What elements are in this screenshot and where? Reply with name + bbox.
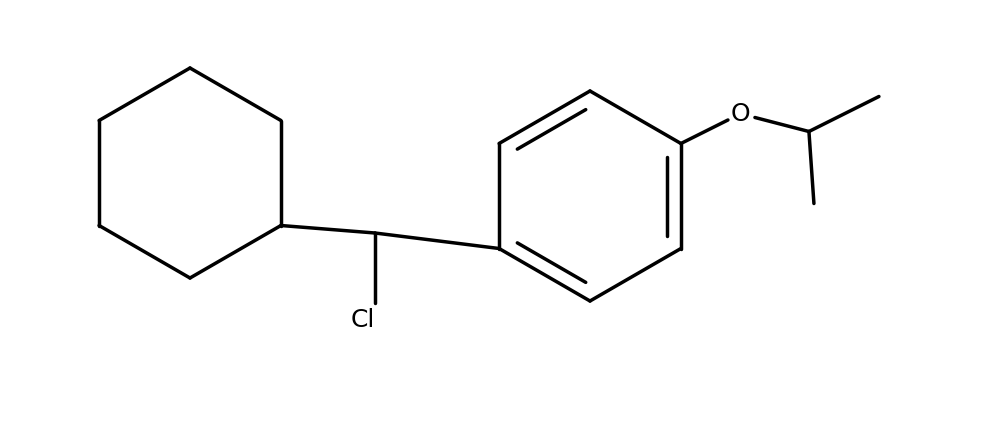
Text: Cl: Cl: [351, 308, 375, 332]
Text: O: O: [732, 101, 750, 125]
